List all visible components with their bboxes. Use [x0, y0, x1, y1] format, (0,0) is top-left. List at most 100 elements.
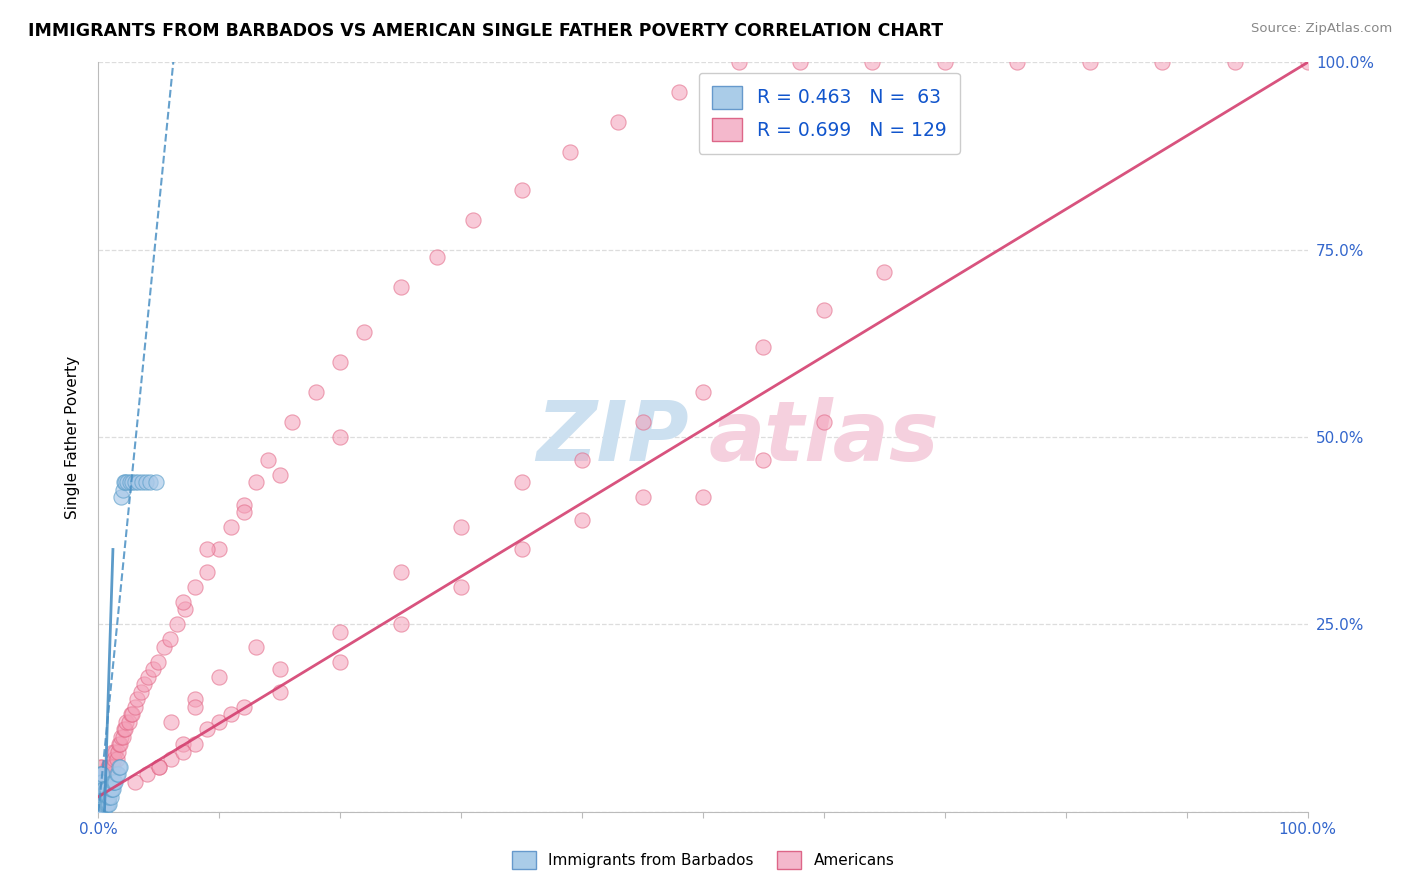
Point [100, 789, 122, 804]
Point [91, 797, 114, 812]
Point [166, 617, 188, 632]
Point [463, 212, 485, 227]
Point [631, 415, 654, 429]
Point [96, 789, 118, 804]
Point [389, 617, 412, 632]
Point [221, 520, 243, 534]
Point [184, 692, 207, 706]
Point [94, 797, 117, 812]
Point [152, 640, 174, 654]
Point [100, 760, 122, 774]
Point [89, 782, 111, 797]
Point [93, 805, 115, 819]
Point [135, 475, 157, 489]
Point [91, 805, 114, 819]
Point [91, 782, 114, 797]
Point [389, 280, 412, 294]
Point [860, 55, 883, 70]
Point [94, 789, 117, 804]
Point [117, 475, 139, 489]
Point [148, 760, 170, 774]
Point [94, 767, 117, 781]
Point [607, 115, 630, 129]
Point [329, 624, 352, 639]
Point [98, 760, 121, 774]
Point [96, 782, 118, 797]
Point [118, 475, 141, 489]
Point [134, 677, 156, 691]
Point [305, 385, 328, 400]
Point [103, 752, 125, 766]
Point [450, 580, 472, 594]
Point [89, 767, 111, 781]
Point [108, 737, 131, 751]
Point [101, 745, 124, 759]
Point [94, 782, 117, 797]
Point [94, 782, 117, 797]
Point [89, 789, 111, 804]
Point [692, 385, 714, 400]
Point [131, 475, 153, 489]
Point [91, 789, 114, 804]
Point [89, 786, 111, 800]
Point [1007, 55, 1029, 70]
Point [160, 752, 183, 766]
Point [1296, 55, 1319, 70]
Point [159, 632, 181, 647]
Point [96, 797, 118, 812]
Point [510, 542, 533, 557]
Point [245, 640, 267, 654]
Point [124, 774, 146, 789]
Point [160, 714, 183, 729]
Point [221, 707, 243, 722]
Point [195, 723, 218, 737]
Point [90, 789, 112, 804]
Point [108, 737, 131, 751]
Point [121, 707, 143, 722]
Point [195, 542, 218, 557]
Point [89, 789, 111, 804]
Point [558, 145, 581, 160]
Point [129, 685, 152, 699]
Point [97, 797, 120, 812]
Point [100, 767, 122, 781]
Point [91, 767, 114, 781]
Point [281, 415, 304, 429]
Point [89, 774, 111, 789]
Point [692, 490, 714, 504]
Point [172, 737, 194, 751]
Point [97, 760, 120, 774]
Point [269, 467, 291, 482]
Point [101, 760, 124, 774]
Point [91, 782, 114, 797]
Point [127, 692, 149, 706]
Point [91, 789, 114, 804]
Point [112, 475, 135, 489]
Point [93, 789, 115, 804]
Point [93, 782, 115, 797]
Text: atlas: atlas [709, 397, 939, 477]
Point [329, 655, 352, 669]
Point [142, 662, 165, 676]
Point [91, 782, 114, 797]
Legend: Immigrants from Barbados, Americans: Immigrants from Barbados, Americans [506, 845, 900, 875]
Point [121, 475, 143, 489]
Point [89, 797, 111, 812]
Point [789, 55, 811, 70]
Point [91, 760, 114, 774]
Point [111, 730, 134, 744]
Point [873, 265, 896, 279]
Point [184, 699, 207, 714]
Point [90, 782, 112, 797]
Point [752, 452, 775, 467]
Point [353, 325, 375, 339]
Point [91, 805, 114, 819]
Point [91, 797, 114, 812]
Point [91, 774, 114, 789]
Point [100, 774, 122, 789]
Point [90, 774, 112, 789]
Point [103, 774, 125, 789]
Point [90, 793, 112, 807]
Point [97, 789, 120, 804]
Point [389, 565, 412, 579]
